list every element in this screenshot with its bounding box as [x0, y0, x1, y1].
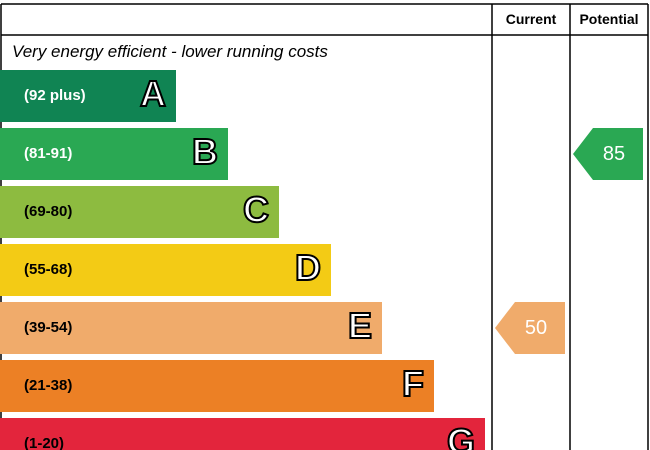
current-rating-arrow-value: 50 — [524, 317, 548, 339]
band-range-label: (1-20) — [24, 435, 65, 450]
potential-rating-arrow-shape — [573, 128, 643, 180]
band-d: (55-68) D — [0, 244, 331, 296]
band-range-label: (21-38) — [24, 377, 73, 394]
current-rating-arrow-shape — [495, 302, 565, 354]
potential-rating-arrow-value: 85 — [602, 143, 626, 165]
band-f: (21-38) F — [0, 360, 434, 412]
band-letter-label: A — [139, 72, 167, 115]
band-letter-label: G — [446, 420, 476, 450]
current-rating-arrow: 50 — [495, 302, 565, 354]
band-letter-label: E — [347, 304, 373, 347]
band-b: (81-91) B — [0, 128, 228, 180]
band-letter-label: C — [242, 188, 270, 231]
band-letter-label: B — [191, 130, 219, 173]
band-range-label: (69-80) — [24, 203, 73, 220]
band-range-label: (81-91) — [24, 145, 73, 162]
band-c: (69-80) C — [0, 186, 279, 238]
band-range-label: (39-54) — [24, 319, 73, 336]
chart-subtitle: Very energy efficient - lower running co… — [12, 42, 328, 61]
band-range-label: (92 plus) — [24, 87, 86, 104]
current-column-header: Current — [505, 11, 557, 27]
potential-column-header: Potential — [579, 11, 639, 27]
band-range-label: (55-68) — [24, 261, 73, 278]
band-e: (39-54) E — [0, 302, 382, 354]
band-letter-label: D — [294, 246, 322, 289]
band-g: (1-20) G — [0, 418, 485, 450]
band-letter-label: F — [401, 362, 425, 405]
band-a: (92 plus) A — [0, 70, 176, 122]
potential-rating-arrow: 85 — [573, 128, 643, 180]
